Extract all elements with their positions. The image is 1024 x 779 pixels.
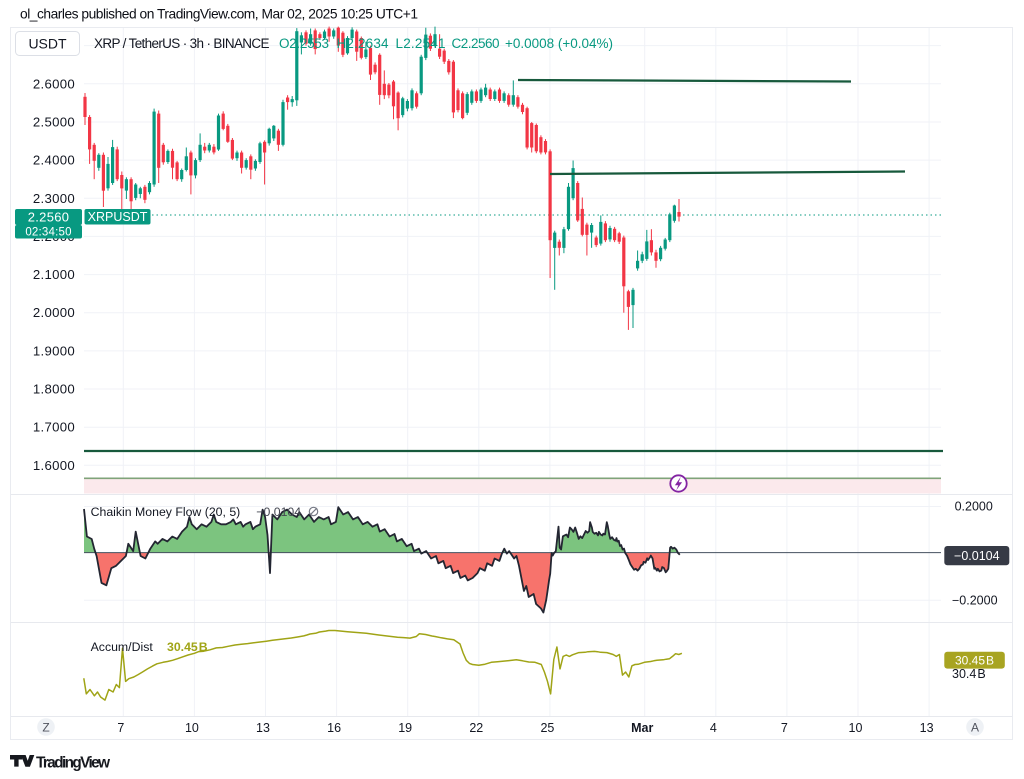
svg-text:Z: Z — [42, 721, 49, 735]
svg-text:A: A — [971, 721, 979, 735]
svg-text:4: 4 — [710, 721, 717, 735]
svg-text:2.5000: 2.5000 — [33, 115, 75, 130]
svg-text:1.6000: 1.6000 — [33, 458, 75, 473]
svg-text:1.7000: 1.7000 — [33, 420, 75, 435]
svg-text:7: 7 — [117, 721, 124, 735]
svg-text:Chaikin Money Flow (20, 5): Chaikin Money Flow (20, 5) — [91, 505, 241, 519]
svg-text:2.0000: 2.0000 — [33, 305, 75, 320]
svg-text:02:34:50: 02:34:50 — [25, 227, 71, 239]
svg-text:30.45 B: 30.45 B — [955, 653, 994, 667]
svg-text:30.45 B: 30.45 B — [167, 640, 208, 654]
svg-text:19: 19 — [398, 721, 412, 735]
svg-text:13: 13 — [920, 721, 934, 735]
svg-text:0.2000: 0.2000 — [955, 500, 993, 514]
svg-text:USDT: USDT — [28, 36, 67, 52]
svg-text:XRP / TetherUS · 3h · BINANCE: XRP / TetherUS · 3h · BINANCE — [94, 36, 270, 51]
svg-text:−0.0104: −0.0104 — [954, 549, 1000, 563]
svg-text:22: 22 — [469, 721, 483, 735]
svg-text:13: 13 — [256, 721, 270, 735]
svg-text:1.9000: 1.9000 — [33, 343, 75, 358]
svg-text:10: 10 — [849, 721, 863, 735]
svg-text:O2.2553: O2.2553 — [279, 36, 329, 51]
svg-text:7: 7 — [781, 721, 788, 735]
svg-text:2.2560: 2.2560 — [28, 210, 70, 225]
svg-text:Mar: Mar — [631, 721, 653, 735]
svg-text:2.6000: 2.6000 — [33, 76, 75, 91]
svg-text:XRPUSDT: XRPUSDT — [88, 210, 148, 224]
svg-text:TradingView: TradingView — [36, 755, 110, 772]
svg-text:Accum/Dist: Accum/Dist — [91, 640, 154, 654]
svg-text:H2.2634: H2.2634 — [337, 36, 389, 51]
svg-text:ol_charles published on Tradin: ol_charles published on TradingView.com,… — [20, 7, 418, 22]
svg-text:1.8000: 1.8000 — [33, 382, 75, 397]
svg-text:10: 10 — [185, 721, 199, 735]
svg-text:2.4000: 2.4000 — [33, 153, 75, 168]
svg-text:2.1000: 2.1000 — [33, 267, 75, 282]
svg-text:−0.2000: −0.2000 — [952, 594, 998, 608]
svg-text:2.3000: 2.3000 — [33, 191, 75, 206]
svg-text:+0.0008 (+0.04%): +0.0008 (+0.04%) — [505, 36, 613, 51]
svg-text:L2.2541: L2.2541 — [396, 36, 446, 51]
svg-text:−0.0104: −0.0104 — [256, 505, 301, 519]
svg-text:25: 25 — [540, 721, 554, 735]
svg-text:16: 16 — [327, 721, 341, 735]
svg-text:30.4 B: 30.4 B — [952, 667, 986, 681]
svg-text:C2.2560: C2.2560 — [452, 36, 500, 51]
